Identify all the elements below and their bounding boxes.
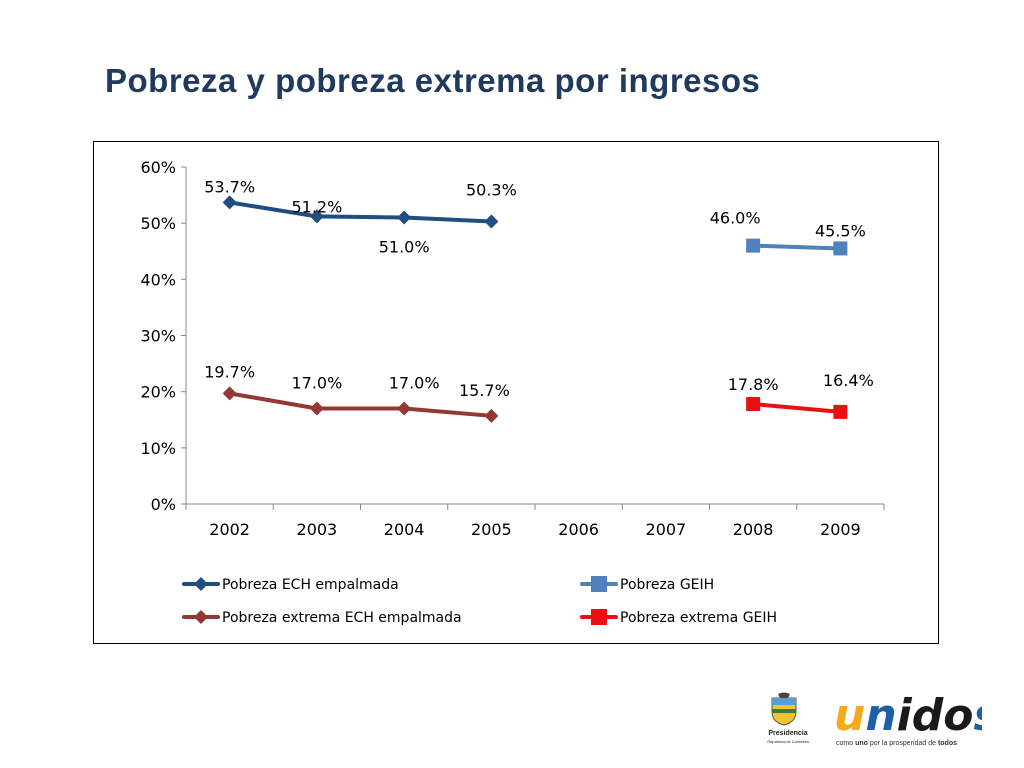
data-label: 46.0% (710, 209, 761, 228)
legend-marker (591, 609, 607, 625)
data-label: 45.5% (815, 221, 866, 240)
presidencia-label: Presidencia República de Colombia (760, 730, 816, 746)
legend-marker (194, 577, 208, 591)
chart-frame: 0% 10% 20% 30% 40% 50% 60% 2002 2003 2004 2005 2006… (93, 141, 939, 644)
line-chart: 0% 10% 20% 30% 40% 50% 60% 2002 2003 2004 2005 2006… (140, 158, 885, 626)
data-point-marker (222, 386, 237, 401)
legend-marker (194, 610, 208, 624)
data-point-marker (397, 401, 412, 416)
x-tick-label: 2007 (646, 520, 687, 539)
data-point-marker (484, 408, 499, 423)
y-tick-label: 30% (140, 327, 176, 346)
unidos-tagline: como uno por la prosperidad de todos (836, 740, 957, 747)
legend-entry: Pobreza GEIH (620, 577, 714, 593)
y-tick-label: 10% (140, 439, 176, 458)
data-point-marker (309, 401, 324, 416)
legend-entry: Pobreza extrema GEIH (620, 610, 777, 626)
x-tick-label: 2009 (820, 520, 861, 539)
data-label: 50.3% (466, 180, 517, 199)
data-label: 17.8% (728, 375, 779, 394)
data-label: 19.7% (204, 362, 255, 381)
data-label: 51.2% (291, 197, 342, 216)
slide-title: Pobreza y pobreza extrema por ingresos (105, 62, 761, 99)
y-tick-label: 40% (140, 270, 176, 289)
data-label: 53.7% (204, 177, 255, 196)
data-label: 17.0% (291, 374, 342, 393)
presidencia-sub: República de Colombia (767, 739, 809, 744)
data-point-marker (833, 404, 848, 419)
series-line (751, 402, 843, 414)
legend-entry: Pobreza extrema ECH empalmada (222, 610, 462, 626)
x-tick-label: 2005 (471, 520, 512, 539)
y-tick-label: 50% (140, 214, 176, 233)
legend-entry: Pobreza ECH empalmada (222, 577, 399, 593)
series-line (751, 243, 843, 251)
unidos-logo: unidos (834, 690, 982, 739)
data-point-marker (746, 397, 761, 412)
data-point-marker (222, 195, 237, 210)
data-label: 16.4% (823, 371, 874, 390)
y-tick-label: 0% (151, 495, 176, 514)
data-label: 17.0% (389, 374, 440, 393)
colombia-seal-icon (771, 692, 797, 726)
data-point-marker (833, 241, 848, 256)
x-tick-label: 2006 (558, 520, 599, 539)
footer-logos: Presidencia República de Colombia unidos… (760, 684, 1010, 754)
data-point-marker (484, 214, 499, 229)
x-tick-label: 2003 (297, 520, 338, 539)
y-tick-label: 20% (140, 383, 176, 402)
data-point-marker (309, 209, 324, 224)
data-label: 15.7% (459, 381, 510, 400)
y-tick-label: 60% (140, 158, 176, 177)
legend-marker (591, 576, 607, 592)
data-label: 51.0% (379, 238, 430, 257)
x-tick-label: 2002 (209, 520, 250, 539)
svg-text:unidos: unidos (834, 690, 982, 739)
data-point-marker (397, 210, 412, 225)
series-line (227, 200, 494, 224)
series-line (227, 391, 494, 418)
x-tick-label: 2004 (384, 520, 425, 539)
x-tick-label: 2008 (733, 520, 774, 539)
data-point-marker (746, 238, 761, 253)
